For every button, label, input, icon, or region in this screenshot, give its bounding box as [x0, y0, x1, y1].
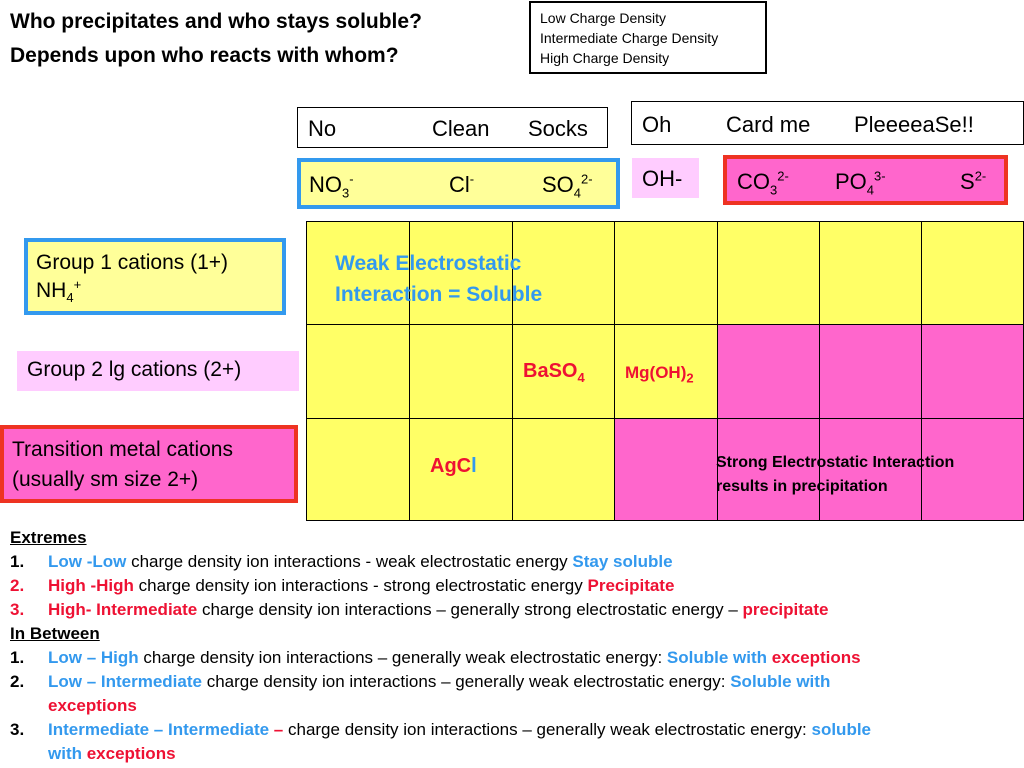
transition-line-2: (usually sm size 2+) [12, 468, 199, 491]
grid-cell [307, 325, 410, 419]
grid-cell [307, 419, 410, 521]
anion-phosphate: PO43- [835, 168, 886, 198]
intermediate-anion-hydroxide: OH- [632, 158, 699, 198]
legend-low: Low Charge Density [540, 10, 667, 26]
in-between-item-1: 1. Low – High charge density ion interact… [10, 648, 861, 667]
grid-cell [718, 419, 820, 521]
anion-chloride: Cl- [449, 171, 475, 197]
anion-carbonate: CO32- [737, 168, 789, 198]
agcl-label: AgCl [430, 455, 477, 477]
grid-cell [718, 325, 820, 419]
strong-line-1: Strong Electrostatic Interaction [716, 454, 955, 471]
grid-cell [718, 222, 820, 325]
weak-line-1: Weak Electrostatic [335, 252, 522, 275]
group-1-line-2: NH4+ [36, 277, 82, 306]
mnemonic-word-card-me: Card me [726, 112, 811, 137]
grid-cell [307, 222, 410, 325]
in-between-item-2: 2. Low – Intermediate charge density ion … [10, 672, 831, 691]
title-line-2: Depends upon who reacts with whom? [10, 44, 399, 67]
mnemonic-word-oh: Oh [642, 112, 672, 137]
anion-sulfide: S2- [960, 168, 987, 194]
title-line-1: Who precipitates and who stays soluble? [10, 10, 422, 33]
mgoh2-label: Mg(OH)2 [625, 363, 694, 386]
legend-intermediate: Intermediate Charge Density [540, 30, 719, 46]
mnemonic-right: Oh Card me PleeeeaSe!! [631, 101, 1024, 145]
extremes-item-3: 3. High- Intermediate charge density ion … [10, 600, 829, 619]
extremes-item-1: 1. Low -Low charge density ion interactio… [10, 552, 673, 571]
weak-interaction-label: Weak Electrostatic Interaction = Soluble [335, 248, 542, 310]
grid-cell [820, 222, 922, 325]
grid-cell [513, 419, 615, 521]
charge-density-legend: Low Charge Density Intermediate Charge D… [529, 1, 767, 74]
row-label-group-2: Group 2 lg cations (2+) [17, 351, 299, 391]
anion-nitrate: NO3- [309, 171, 354, 201]
high-density-anions: CO32- PO43- S2- [723, 155, 1008, 205]
grid-cell [513, 325, 615, 419]
grid-cell [922, 222, 1024, 325]
weak-line-2: Interaction = Soluble [335, 283, 543, 306]
mnemonic-word-please: PleeeeaSe!! [854, 112, 974, 137]
grid-cell [820, 419, 922, 521]
grid-cell [513, 222, 615, 325]
transition-line-1: Transition metal cations [12, 438, 233, 461]
strong-line-2: results in precipitation [716, 478, 888, 495]
grid-cell [615, 325, 718, 419]
in-between-item-3: 3. Intermediate – Intermediate – charge d… [10, 720, 872, 739]
grid-cell [820, 325, 922, 419]
extremes-heading: Extremes [10, 528, 87, 547]
grid-cell [410, 222, 513, 325]
grid-cell [922, 419, 1024, 521]
grid-cell [410, 419, 513, 521]
group-1-line-1: Group 1 cations (1+) [36, 251, 229, 274]
low-density-anions: NO3- Cl- SO42- [297, 158, 620, 209]
grid-cell [615, 222, 718, 325]
mnemonic-word-clean: Clean [432, 116, 490, 141]
mnemonic-word-no: No [308, 116, 337, 141]
extremes-item-2: 2. High -High charge density ion interact… [10, 576, 675, 595]
in-between-heading: In Between [10, 624, 100, 643]
baso4-label: BaSO4 [523, 360, 585, 385]
mnemonic-word-socks: Socks [528, 116, 588, 141]
row-label-transition-metals: Transition metal cations (usually sm siz… [0, 425, 298, 503]
grid-cell [922, 325, 1024, 419]
interaction-grid [306, 221, 1024, 521]
grid-cell [615, 419, 718, 521]
mnemonic-left: No Clean Socks [297, 107, 608, 148]
grid-cell [410, 325, 513, 419]
in-between-item-2-continued: exceptions [48, 696, 137, 715]
anion-sulfate: SO42- [542, 171, 593, 201]
legend-high: High Charge Density [540, 50, 670, 66]
in-between-item-3-continued: with exceptions [48, 744, 176, 763]
row-label-group-1: Group 1 cations (1+) NH4+ [24, 238, 286, 315]
strong-interaction-label: Strong Electrostatic Interaction results… [716, 451, 954, 499]
